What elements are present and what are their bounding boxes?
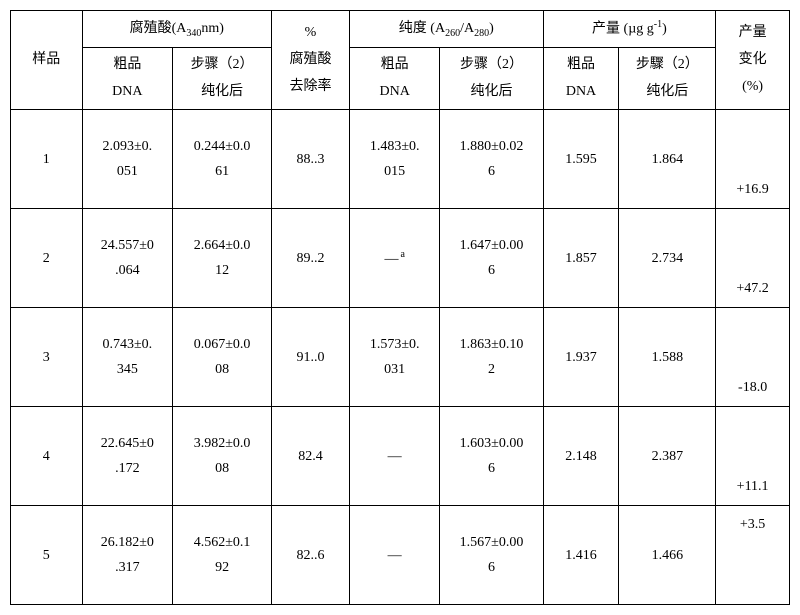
table-row: 224.557±0.0642.664±0.01289..2—a1.647±0.0…: [11, 209, 790, 308]
purity-sub2: 280: [474, 28, 489, 39]
col-removal: % 腐殖酸 去除率: [272, 11, 350, 110]
cell: +47.2: [716, 209, 790, 308]
cell: 1.466: [619, 506, 716, 605]
sub-humic-step: 步骤（2）纯化后: [173, 48, 272, 110]
yield-pre: 产量 (µg g: [592, 22, 654, 37]
humic-tail: nm): [201, 21, 224, 36]
cell: 1.595: [543, 110, 619, 209]
cell: 1.857: [543, 209, 619, 308]
cell: 1.588: [619, 308, 716, 407]
cell: 1.937: [543, 308, 619, 407]
cell: 1.416: [543, 506, 619, 605]
table-row: 30.743±0.3450.067±0.00891..01.573±0.0311…: [11, 308, 790, 407]
cell: 3.982±0.008: [173, 407, 272, 506]
table-row: 12.093±0.0510.244±0.06188..31.483±0.0151…: [11, 110, 790, 209]
sub-purity-step: 步骤（2）纯化后: [440, 48, 543, 110]
cell: 82..6: [272, 506, 350, 605]
cell: 5: [11, 506, 83, 605]
cell: 0.244±0.061: [173, 110, 272, 209]
cell: 2: [11, 209, 83, 308]
cell: 1.603±0.006: [440, 407, 543, 506]
cell: 91..0: [272, 308, 350, 407]
cell: 24.557±0.064: [82, 209, 173, 308]
sub-purity-crude: 粗品DNA: [349, 48, 440, 110]
col-humic: 腐殖酸(A340nm): [82, 11, 271, 48]
purity-tail: ): [489, 21, 494, 36]
col-yield: 产量 (µg g-1): [543, 11, 716, 48]
cell: 3: [11, 308, 83, 407]
cell: 2.734: [619, 209, 716, 308]
cell: 4.562±0.192: [173, 506, 272, 605]
yc-l1: 产量: [739, 25, 767, 40]
cell: 1.880±0.026: [440, 110, 543, 209]
cell: —: [349, 506, 440, 605]
cell: 88..3: [272, 110, 350, 209]
cell: 0.067±0.008: [173, 308, 272, 407]
col-sample: 样品: [11, 11, 83, 110]
purity-pre: 纯度 (A: [399, 21, 445, 36]
purity-mid: /A: [460, 21, 474, 36]
removal-l1: %: [305, 25, 317, 40]
sub-humic-crude: 粗品DNA: [82, 48, 173, 110]
cell: 2.387: [619, 407, 716, 506]
table-row: 526.182±0.3174.562±0.19282..6—1.567±0.00…: [11, 506, 790, 605]
cell: 22.645±0.172: [82, 407, 173, 506]
cell: 0.743±0.345: [82, 308, 173, 407]
cell: 2.148: [543, 407, 619, 506]
cell: —a: [349, 209, 440, 308]
cell: 2.664±0.012: [173, 209, 272, 308]
cell: +3.5: [716, 506, 790, 605]
col-purity: 纯度 (A260/A280): [349, 11, 543, 48]
sub-yield-crude: 粗品DNA: [543, 48, 619, 110]
removal-l2: 腐殖酸: [289, 52, 331, 67]
cell: 2.093±0.051: [82, 110, 173, 209]
cell: 1.864: [619, 110, 716, 209]
cell: 1: [11, 110, 83, 209]
cell: —: [349, 407, 440, 506]
removal-l3: 去除率: [289, 79, 331, 94]
yield-tail: ): [662, 22, 667, 37]
yc-l3: (%): [742, 79, 763, 94]
cell: +11.1: [716, 407, 790, 506]
humic-sub: 340: [186, 28, 201, 39]
cell: 26.182±0.317: [82, 506, 173, 605]
col-yieldchg: 产量 变化 (%): [716, 11, 790, 110]
cell: 82.4: [272, 407, 350, 506]
cell: 1.567±0.006: [440, 506, 543, 605]
cell: 1.647±0.006: [440, 209, 543, 308]
purity-sub1: 260: [445, 28, 460, 39]
table-row: 422.645±0.1723.982±0.00882.4—1.603±0.006…: [11, 407, 790, 506]
cell: 1.863±0.102: [440, 308, 543, 407]
cell: 89..2: [272, 209, 350, 308]
yield-sup: -1: [654, 19, 662, 30]
humic-label: 腐殖酸(A: [130, 21, 187, 36]
cell: 1.573±0.031: [349, 308, 440, 407]
cell: -18.0: [716, 308, 790, 407]
cell: +16.9: [716, 110, 790, 209]
cell: 4: [11, 407, 83, 506]
table-body: 12.093±0.0510.244±0.06188..31.483±0.0151…: [11, 110, 790, 605]
data-table: 样品 腐殖酸(A340nm) % 腐殖酸 去除率 纯度 (A260/A280) …: [10, 10, 790, 605]
sub-yield-step: 步驟（2）纯化后: [619, 48, 716, 110]
cell: 1.483±0.015: [349, 110, 440, 209]
yc-l2: 变化: [739, 52, 767, 67]
